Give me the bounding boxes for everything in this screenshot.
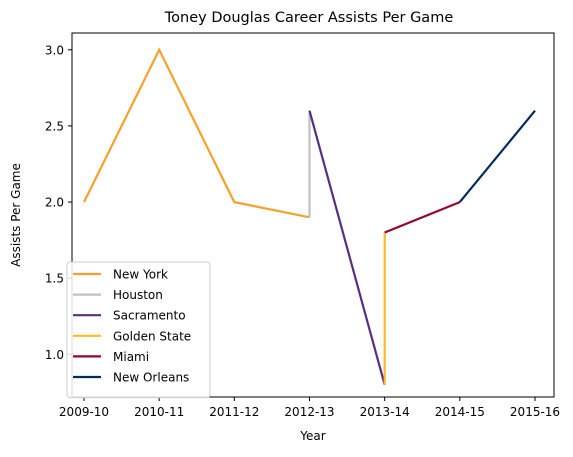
x-tick-label: 2015-16	[510, 405, 560, 419]
legend-box	[66, 261, 211, 399]
legend-label-new-orleans: New Orleans	[113, 371, 189, 385]
x-axis: 2009-10 2010-11 2011-12 2012-13 2013-14 2014-…	[59, 397, 560, 419]
y-tick-label: 1.0	[45, 348, 64, 362]
legend-label-new-york: New York	[113, 268, 168, 282]
legend-label-miami: Miami	[113, 350, 149, 364]
y-tick-label: 3.0	[45, 43, 64, 57]
y-tick-label: 1.5	[45, 272, 64, 286]
legend-label-golden-state: Golden State	[113, 329, 191, 343]
series-line-miami	[384, 201, 461, 234]
y-axis-label: Assists Per Game	[9, 163, 23, 267]
x-tick-label: 2011-12	[209, 405, 259, 419]
x-tick-label: 2014-15	[435, 405, 485, 419]
series-line-new-orleans	[458, 110, 536, 203]
x-axis-label: Year	[299, 429, 325, 443]
legend-label-houston: Houston	[113, 288, 163, 302]
legend: New York Houston Sacramento Golden State Mia…	[66, 261, 211, 399]
legend-label-sacramento: Sacramento	[113, 309, 186, 323]
y-tick-label: 2.0	[45, 196, 64, 210]
x-tick-label: 2010-11	[134, 405, 184, 419]
x-tick-label: 2009-10	[59, 405, 109, 419]
series-line-sacramento	[308, 110, 386, 386]
y-axis: 1.0 1.5 2.0 2.5 3.0	[45, 43, 72, 362]
series-layer	[83, 47, 536, 386]
y-tick-label: 2.5	[45, 119, 64, 133]
x-tick-label: 2012-13	[284, 405, 334, 419]
series-line-new-york	[83, 47, 310, 219]
x-tick-label: 2013-14	[360, 405, 410, 419]
chart-title: Toney Douglas Career Assists Per Game	[164, 10, 454, 26]
plot-frame	[71, 32, 555, 398]
